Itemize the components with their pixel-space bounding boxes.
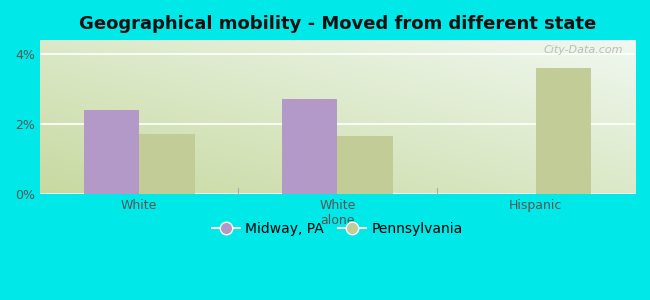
Bar <box>83 110 139 194</box>
Bar <box>337 136 393 194</box>
Legend: Midway, PA, Pennsylvania: Midway, PA, Pennsylvania <box>212 222 463 236</box>
Bar <box>536 68 592 194</box>
Text: City-Data.com: City-Data.com <box>543 45 623 55</box>
Bar <box>282 99 337 194</box>
Title: Geographical mobility - Moved from different state: Geographical mobility - Moved from diffe… <box>79 15 596 33</box>
Bar <box>139 134 194 194</box>
